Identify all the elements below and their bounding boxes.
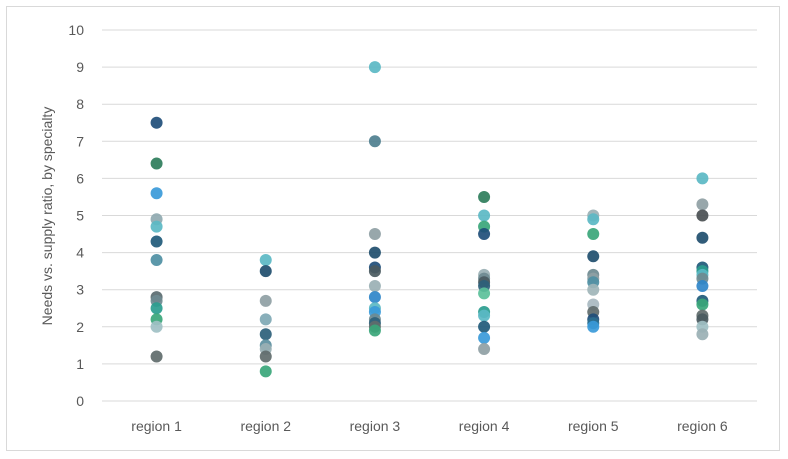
x-tick-label: region 6 xyxy=(677,418,728,434)
y-tick-label: 2 xyxy=(76,319,84,335)
data-point xyxy=(696,328,709,341)
data-point xyxy=(696,231,709,244)
data-point xyxy=(478,343,491,356)
data-point xyxy=(368,279,381,292)
y-tick-label: 10 xyxy=(68,22,84,38)
y-tick-label: 4 xyxy=(76,245,84,261)
data-point xyxy=(587,213,600,226)
x-axis-ticks: region 1 region 2 region 3 region 4 region 5… xyxy=(131,418,728,434)
y-tick-label: 3 xyxy=(76,282,84,298)
data-point xyxy=(150,350,163,363)
y-tick-label: 0 xyxy=(76,393,84,409)
data-point xyxy=(259,254,272,267)
x-tick-label: region 1 xyxy=(131,418,182,434)
x-tick-label: region 5 xyxy=(568,418,619,434)
data-point xyxy=(478,228,491,241)
data-point xyxy=(259,328,272,341)
data-point xyxy=(150,116,163,129)
data-point xyxy=(368,61,381,74)
data-point xyxy=(478,287,491,300)
chart-frame xyxy=(6,6,780,451)
data-point xyxy=(478,320,491,333)
data-point xyxy=(696,298,709,311)
data-point xyxy=(150,235,163,248)
y-axis-ticks: 0 1 2 3 4 5 6 7 8 9 10 xyxy=(68,22,84,409)
data-point xyxy=(368,246,381,259)
y-tick-label: 5 xyxy=(76,208,84,224)
data-point xyxy=(587,320,600,333)
data-point xyxy=(368,228,381,241)
data-point xyxy=(478,209,491,222)
data-point xyxy=(368,265,381,278)
data-point xyxy=(478,190,491,203)
y-tick-label: 6 xyxy=(76,170,84,186)
data-point xyxy=(478,331,491,344)
x-tick-label: region 4 xyxy=(459,418,510,434)
data-point xyxy=(696,279,709,292)
data-point xyxy=(259,313,272,326)
y-tick-label: 1 xyxy=(76,356,84,372)
data-point xyxy=(696,209,709,222)
data-point xyxy=(368,324,381,337)
data-point xyxy=(696,198,709,211)
y-tick-label: 9 xyxy=(76,59,84,75)
y-tick-label: 7 xyxy=(76,133,84,149)
data-point xyxy=(150,302,163,315)
data-point xyxy=(259,365,272,378)
data-point xyxy=(150,254,163,267)
data-point xyxy=(587,250,600,263)
data-point xyxy=(150,220,163,233)
data-point xyxy=(259,294,272,307)
gridlines xyxy=(102,29,757,402)
data-point xyxy=(696,172,709,185)
data-point xyxy=(150,187,163,200)
data-point xyxy=(478,309,491,322)
data-point xyxy=(150,320,163,333)
y-axis-label: Needs vs. supply ratio, by specialty xyxy=(39,107,55,326)
x-tick-label: region 2 xyxy=(240,418,291,434)
data-point xyxy=(259,350,272,363)
data-points xyxy=(150,61,709,378)
data-point xyxy=(150,157,163,170)
data-point xyxy=(368,291,381,304)
data-point xyxy=(587,283,600,296)
data-point xyxy=(368,135,381,148)
data-point xyxy=(259,265,272,278)
x-tick-label: region 3 xyxy=(350,418,401,434)
y-tick-label: 8 xyxy=(76,96,84,112)
data-point xyxy=(587,228,600,241)
